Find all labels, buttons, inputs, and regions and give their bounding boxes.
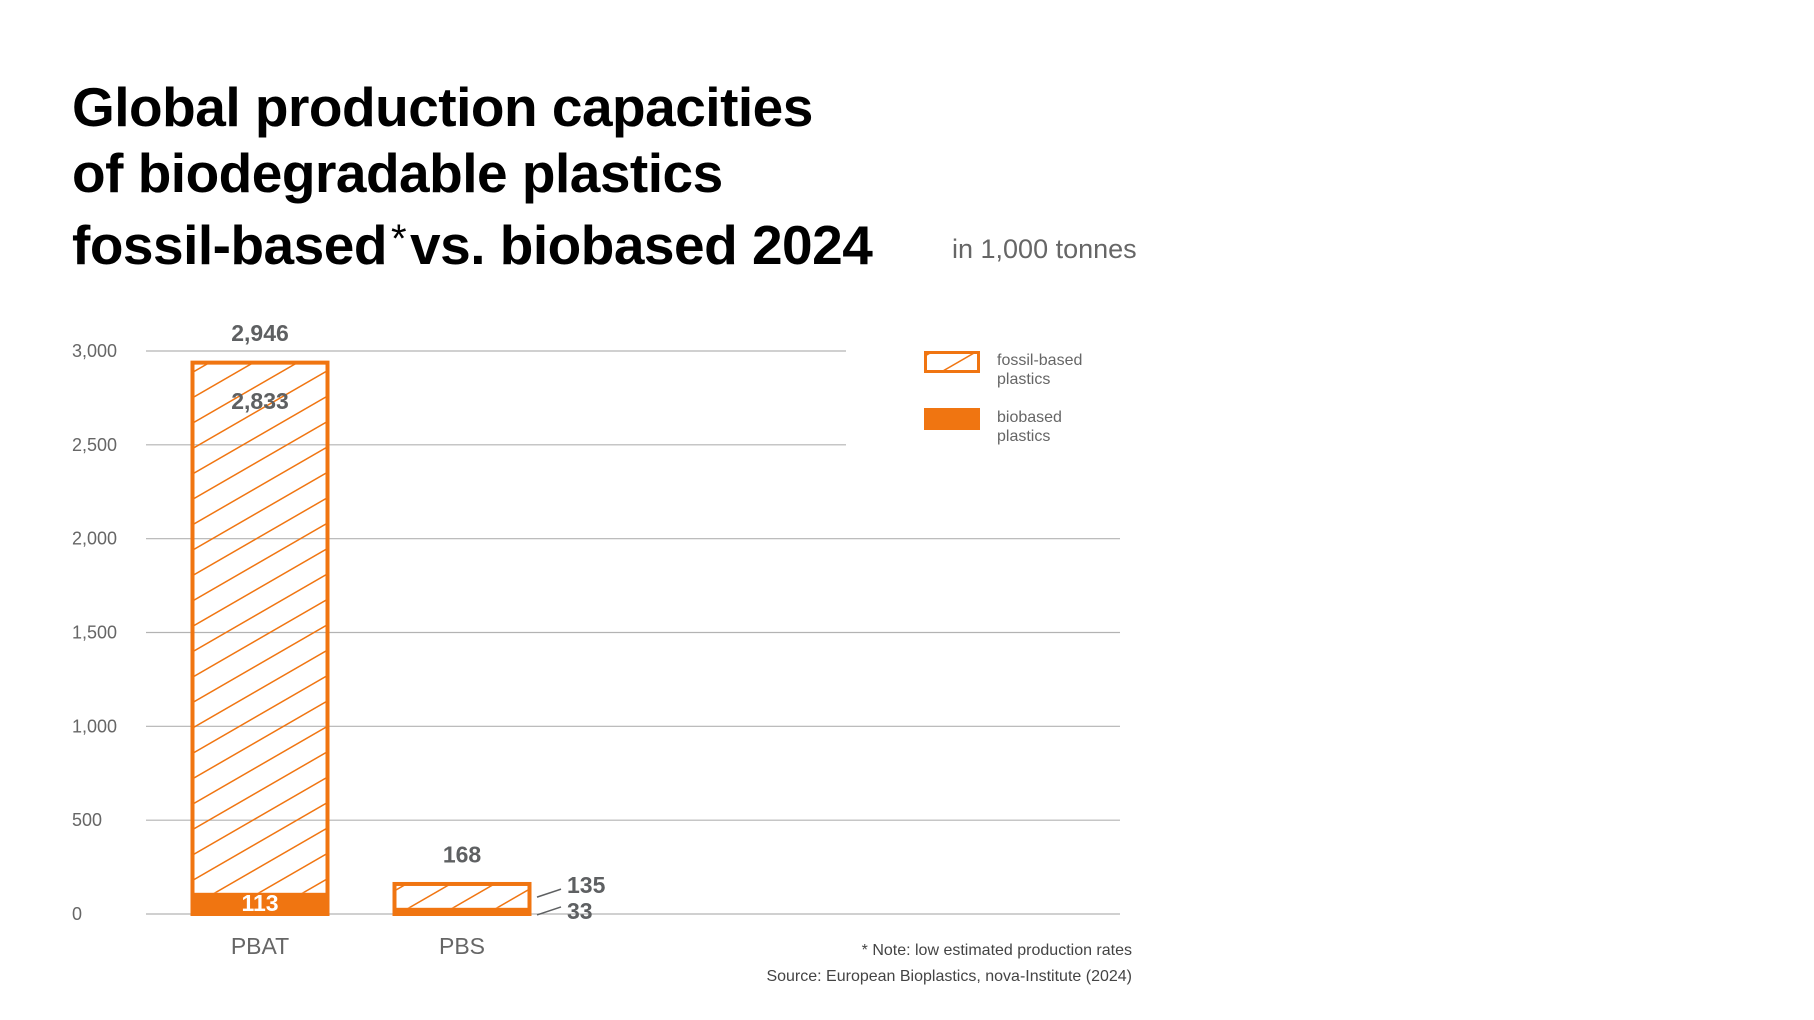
x-tick-label: PBS: [439, 933, 485, 959]
title-line-1: Global production capacities: [72, 76, 813, 138]
legend-swatch-outline: [924, 351, 980, 373]
y-tick-label: 2,000: [72, 529, 117, 549]
y-tick-label: 0: [72, 904, 82, 924]
segment-label-fossil-pbat: 2,833: [231, 388, 289, 414]
legend-label-line1: fossil-based: [997, 352, 1082, 369]
leader-line-biobased-pbs: [536, 906, 562, 916]
legend-swatch-fossil: [924, 351, 980, 373]
legend-swatch-biobased: [924, 408, 980, 430]
bar-fossil-pbat: [191, 361, 329, 893]
bar-fossil-pbs: [393, 882, 531, 908]
y-tick-label: 1,000: [72, 716, 117, 736]
footnote: * Note: low estimated production rates: [861, 942, 1132, 959]
title-vs-biobased: vs. biobased 2024: [410, 214, 873, 276]
title-asterisk: *: [390, 217, 407, 261]
bar-biobased-pbat: [191, 892, 329, 914]
y-tick-label: 2,500: [72, 435, 117, 455]
legend-label-line1: biobased: [997, 409, 1062, 426]
segment-label-fossil-pbs: 135: [567, 872, 606, 898]
y-tick-label: 3,000: [72, 341, 117, 361]
source-credit: Source: European Bioplastics, nova-Insti…: [766, 968, 1132, 985]
bars: [190, 360, 532, 917]
y-tick-label: 1,500: [72, 623, 117, 643]
total-value-label: 168: [443, 841, 482, 867]
bar-outline-pbat: [190, 360, 330, 917]
leader-line-fossil-pbs: [536, 888, 562, 898]
x-tick-label: PBAT: [231, 933, 289, 959]
bar-biobased-pbs: [393, 907, 531, 914]
total-value-label: 2,946: [231, 320, 289, 346]
title-fossil-based: fossil-based: [72, 214, 387, 276]
segment-label-biobased-pbat: 113: [241, 890, 278, 916]
title-line-3: fossil-based *vs. biobased 2024: [72, 206, 873, 278]
y-axis-ticks: 0 500 1,000 1,500 2,000 2,500 3,000: [72, 341, 117, 924]
title-line-2: of biodegradable plastics: [72, 142, 723, 204]
legend-label-line2: plastics: [997, 371, 1050, 388]
chart-title: Global production capacities of biodegra…: [72, 74, 873, 278]
legend-label-line2: plastics: [997, 428, 1050, 445]
y-tick-label: 500: [72, 810, 102, 830]
bar-outline-pbs: [392, 881, 532, 916]
legend: fossil-based plastics biobased plastics: [924, 351, 1082, 445]
segment-label-biobased-pbs: 33: [567, 898, 593, 924]
unit-label: in 1,000 tonnes: [952, 234, 1137, 264]
